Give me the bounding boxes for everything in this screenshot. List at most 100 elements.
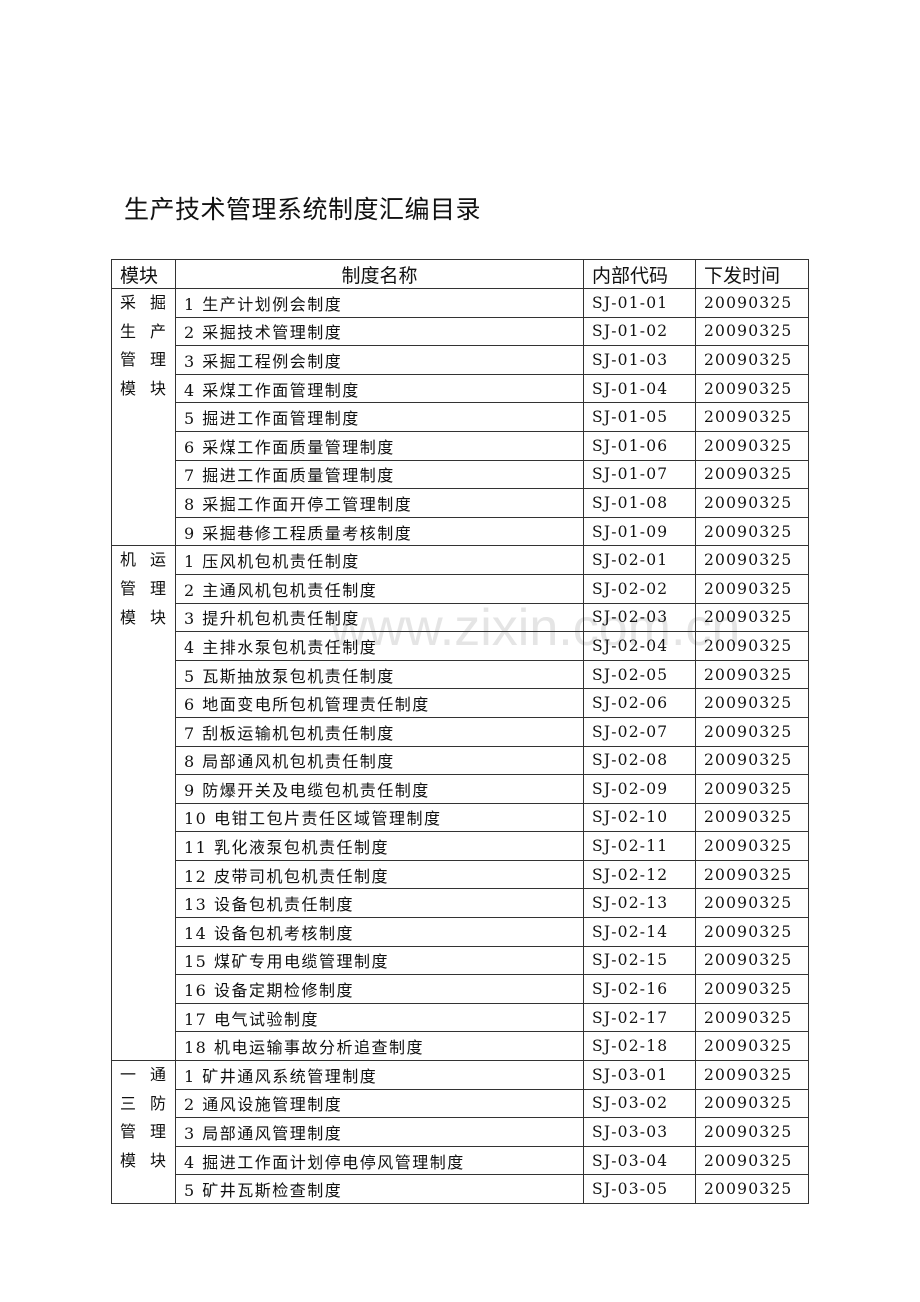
regulation-name-cell: 5 瓦斯抽放泵包机责任制度 [175,659,584,690]
table-row: 14 设备包机考核制度 SJ-02-14 20090325 [112,917,809,947]
issue-date-cell: 20090325 [695,602,809,633]
regulation-name-cell: 5 矿井瓦斯检查制度 [175,1174,584,1204]
module-cell: 机运管理模块 [111,545,176,1062]
table-row: 17 电气试验制度 SJ-02-17 20090325 [112,1002,809,1033]
issue-date-cell: 20090325 [695,1031,809,1062]
table-row: 9 防爆开关及电缆包机责任制度 SJ-02-09 20090325 [112,774,809,804]
module-label-line: 模块 [120,1150,166,1170]
table-row: 5 瓦斯抽放泵包机责任制度 SJ-02-05 20090325 [112,659,809,690]
issue-date-cell: 20090325 [695,859,809,890]
issue-date-cell: 20090325 [695,316,809,347]
issue-date-cell: 20090325 [695,545,809,575]
regulation-name-cell: 6 地面变电所包机管理责任制度 [175,688,584,718]
issue-date-cell: 20090325 [695,1117,809,1147]
internal-code-cell: SJ-01-05 [583,402,696,432]
table-row: 3 采掘工程例会制度 SJ-01-03 20090325 [112,345,809,375]
issue-date-cell: 20090325 [695,1060,809,1090]
table-row: 2 通风设施管理制度 SJ-03-02 20090325 [112,1088,809,1119]
internal-code-cell: SJ-02-07 [583,716,696,747]
regulation-name-cell: 17 电气试验制度 [175,1002,584,1033]
internal-code-cell: SJ-01-03 [583,345,696,375]
regulation-name-cell: 5 掘进工作面管理制度 [175,402,584,432]
internal-code-cell: SJ-02-17 [583,1002,696,1033]
regulation-name-cell: 8 局部通风机包机责任制度 [175,745,584,776]
table-row: 12 皮带司机包机责任制度 SJ-02-12 20090325 [112,859,809,890]
regulation-name-cell: 14 设备包机考核制度 [175,917,584,947]
issue-date-cell: 20090325 [695,345,809,375]
regulation-name-cell: 16 设备定期检修制度 [175,974,584,1004]
regulation-name-cell: 9 采掘巷修工程质量考核制度 [175,516,584,547]
issue-date-cell: 20090325 [695,945,809,976]
issue-date-cell: 20090325 [695,402,809,432]
internal-code-cell: SJ-02-10 [583,802,696,833]
table-row: 6 地面变电所包机管理责任制度 SJ-02-06 20090325 [112,688,809,718]
regulation-name-cell: 2 采掘技术管理制度 [175,316,584,347]
regulation-name-cell: 18 机电运输事故分析追查制度 [175,1031,584,1062]
issue-date-cell: 20090325 [695,888,809,919]
table-row: 7 掘进工作面质量管理制度 SJ-01-07 20090325 [112,459,809,490]
table-row: 8 局部通风机包机责任制度 SJ-02-08 20090325 [112,745,809,776]
module-label-line: 模块 [120,378,166,398]
internal-code-cell: SJ-01-06 [583,430,696,461]
table-row: 11 乳化液泵包机责任制度 SJ-02-11 20090325 [112,831,809,861]
internal-code-cell: SJ-03-03 [583,1117,696,1147]
module-label-line: 生产 [120,321,166,341]
module-label-line: 管理 [120,578,166,598]
issue-date-cell: 20090325 [695,659,809,690]
table-row: 4 主排水泵包机责任制度 SJ-02-04 20090325 [112,631,809,661]
regulation-name-cell: 1 矿井通风系统管理制度 [175,1060,584,1090]
regulation-name-cell: 7 刮板运输机包机责任制度 [175,716,584,747]
module-label-line: 采掘 [120,293,166,312]
module-label-line: 管理 [120,1122,166,1142]
internal-code-cell: SJ-02-01 [583,545,696,575]
table-row: 9 采掘巷修工程质量考核制度 SJ-01-09 20090325 [112,516,809,547]
internal-code-cell: SJ-02-06 [583,688,696,718]
issue-date-cell: 20090325 [695,1002,809,1033]
table-row: 3 提升机包机责任制度 SJ-02-03 20090325 [112,602,809,633]
issue-date-cell: 20090325 [695,430,809,461]
regulation-name-cell: 3 提升机包机责任制度 [175,602,584,633]
table-row: 6 采煤工作面质量管理制度 SJ-01-06 20090325 [112,430,809,461]
regulation-name-cell: 2 主通风机包机责任制度 [175,573,584,604]
regulation-name-cell: 3 采掘工程例会制度 [175,345,584,375]
module-label-line: 一通 [120,1065,166,1085]
table-row: 5 掘进工作面管理制度 SJ-01-05 20090325 [112,402,809,432]
issue-date-cell: 20090325 [695,774,809,804]
issue-date-cell: 20090325 [695,488,809,518]
issue-date-cell: 20090325 [695,1145,809,1176]
table-row: 15 煤矿专用电缆管理制度 SJ-02-15 20090325 [112,945,809,976]
module-label-line: 三防 [120,1093,166,1113]
internal-code-cell: SJ-02-08 [583,745,696,776]
module-cell: 一通三防管理模块 [111,1060,176,1204]
internal-code-cell: SJ-01-09 [583,516,696,547]
regulation-name-cell: 15 煤矿专用电缆管理制度 [175,945,584,976]
issue-date-cell: 20090325 [695,974,809,1004]
regulation-name-cell: 3 局部通风管理制度 [175,1117,584,1147]
table-row: 8 采掘工作面开停工管理制度 SJ-01-08 20090325 [112,488,809,518]
table-row: 10 电钳工包片责任区域管理制度 SJ-02-10 20090325 [112,802,809,833]
regulation-name-cell: 12 皮带司机包机责任制度 [175,859,584,890]
table-row: 18 机电运输事故分析追查制度 SJ-02-18 20090325 [112,1031,809,1062]
table-row: 2 主通风机包机责任制度 SJ-02-02 20090325 [112,573,809,604]
internal-code-cell: SJ-02-05 [583,659,696,690]
issue-date-cell: 20090325 [695,745,809,776]
document-title: 生产技术管理系统制度汇编目录 [124,195,482,224]
issue-date-cell: 20090325 [695,802,809,833]
internal-code-cell: SJ-02-13 [583,888,696,919]
issue-date-cell: 20090325 [695,288,809,318]
internal-code-cell: SJ-03-04 [583,1145,696,1176]
module-label-line: 管理 [120,350,166,370]
issue-date-cell: 20090325 [695,1088,809,1119]
internal-code-cell: SJ-02-14 [583,917,696,947]
internal-code-cell: SJ-02-18 [583,1031,696,1062]
internal-code-cell: SJ-01-08 [583,488,696,518]
internal-code-cell: SJ-02-15 [583,945,696,976]
regulation-name-cell: 9 防爆开关及电缆包机责任制度 [175,774,584,804]
regulation-name-cell: 4 掘进工作面计划停电停风管理制度 [175,1145,584,1176]
regulation-name-cell: 6 采煤工作面质量管理制度 [175,430,584,461]
header-date: 下发时间 [695,259,809,289]
issue-date-cell: 20090325 [695,573,809,604]
regulation-name-cell: 11 乳化液泵包机责任制度 [175,831,584,861]
